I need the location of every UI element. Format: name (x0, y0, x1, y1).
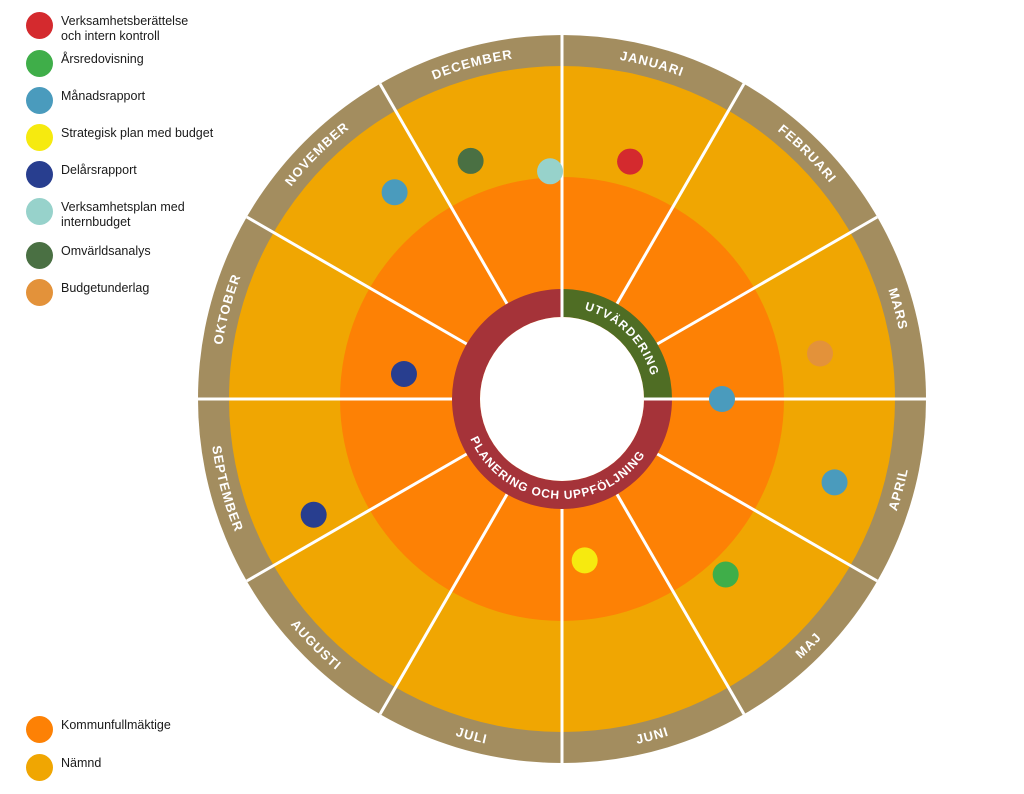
legend-swatch-icon (26, 242, 53, 269)
bottom-legend-label: Nämnd (61, 756, 102, 770)
legend-swatch-icon (26, 87, 53, 114)
legend-label: Budgetunderlag (61, 281, 150, 295)
legend-swatch-icon (26, 279, 53, 306)
legend-item: Verksamhetsberättelse och intern kontrol… (26, 12, 188, 44)
event-marker (457, 147, 484, 174)
legend-label: Årsredovisning (61, 52, 144, 66)
legend-item: Budgetunderlag (26, 279, 149, 306)
legend-item: Omvärldsanalys (26, 242, 151, 269)
legend-swatch-icon (26, 12, 53, 39)
legend-item: Månadsrapport (26, 87, 145, 114)
event-marker (381, 179, 408, 206)
bottom-legend-item: Kommunfullmäktige (26, 716, 171, 743)
month-divider (246, 215, 468, 346)
center-hole (480, 317, 644, 481)
utvardering-ring (562, 289, 672, 399)
event-marker (571, 547, 598, 574)
legend-swatch-icon (26, 716, 53, 743)
event-marker (821, 469, 848, 496)
event-marker (390, 360, 417, 387)
legend-label: Månadsrapport (61, 89, 146, 103)
legend-swatch-icon (26, 754, 53, 781)
bottom-legend-item: Nämnd (26, 754, 101, 781)
month-divider (615, 83, 746, 305)
event-marker (709, 386, 735, 412)
event-marker (300, 501, 327, 528)
legend-label: Verksamhetsberättelse och intern kontrol… (61, 14, 189, 43)
legend-swatch-icon (26, 161, 53, 188)
event-marker (617, 148, 644, 175)
legend-label: Delårsrapport (61, 163, 137, 177)
legend-item: Delårsrapport (26, 161, 137, 188)
legend-swatch-icon (26, 50, 53, 77)
legend-item: Strategisk plan med budget (26, 124, 213, 151)
event-marker (807, 340, 834, 367)
month-divider (378, 83, 509, 305)
legend-item: Årsredovisning (26, 50, 144, 77)
month-divider (656, 452, 878, 583)
month-divider (656, 215, 878, 346)
bottom-legend-label: Kommunfullmäktige (61, 718, 171, 732)
month-divider (615, 493, 746, 715)
month-divider (378, 493, 509, 715)
month-divider (246, 452, 468, 583)
legend-label: Verksamhetsplan med internbudget (61, 200, 185, 229)
legend-item: Verksamhetsplan med internbudget (26, 198, 185, 230)
legend-swatch-icon (26, 124, 53, 151)
legend-label: Strategisk plan med budget (61, 126, 214, 140)
legend-label: Omvärldsanalys (61, 244, 151, 258)
event-marker (537, 158, 564, 185)
event-marker (712, 561, 739, 588)
legend-swatch-icon (26, 198, 53, 225)
